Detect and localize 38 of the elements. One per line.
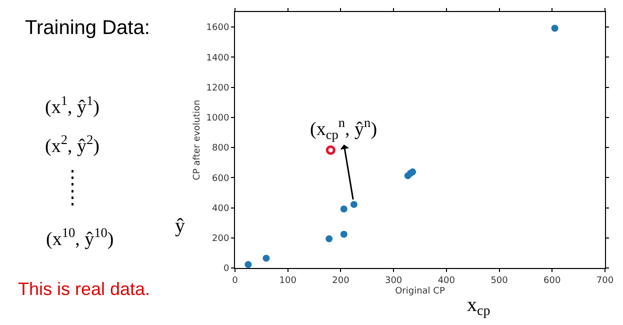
y-tick-label: 400 (212, 204, 230, 214)
y-tick-label: 200 (212, 234, 230, 244)
text: Training Data: (25, 17, 150, 39)
annotation: (x$_{cp}$$^{n}$, ŷ$^{n}$) (310, 115, 378, 142)
text: ⋮ (63, 168, 82, 189)
y-tick-label: 1400 (206, 53, 230, 64)
point (340, 230, 348, 238)
x-tick-label: 400 (438, 276, 456, 286)
x-axis-title: Original CP (395, 286, 446, 297)
point (409, 168, 416, 176)
y-tick-label: 600 (212, 174, 230, 184)
text: x$_{cp}$ (467, 294, 490, 320)
x-tick-label: 100 (279, 276, 297, 286)
y-axis-title: CP after evolution (192, 100, 203, 180)
y-tick-label: 0 (223, 264, 230, 274)
point (262, 254, 270, 262)
x-tick-label: 200 (332, 276, 350, 286)
x-tick-label: 300 (384, 276, 402, 286)
y-tick-label: 1200 (206, 83, 230, 94)
text: ⋮ (63, 188, 82, 209)
text: (x$^{2}$, ŷ$^{2}$) (45, 132, 100, 157)
x-tick-label: 0 (232, 276, 238, 286)
x-tick-label: 700 (596, 276, 614, 286)
x-tick-label: 600 (544, 276, 561, 286)
point (326, 235, 333, 242)
text: (x$^{10}$, ŷ$^{10}$) (46, 225, 114, 250)
point (551, 24, 558, 32)
point (340, 205, 348, 212)
y-tick-label: 1000 (206, 114, 230, 124)
point (244, 261, 252, 268)
text: ŷ (175, 215, 185, 237)
text: This is real data. (18, 279, 150, 299)
x-tick-label: 500 (490, 276, 508, 286)
y-tick-label: 800 (212, 144, 230, 154)
point (326, 145, 336, 155)
y-tick-label: 1600 (206, 23, 230, 34)
text: (x$^{1}$, ŷ$^{1}$) (45, 93, 100, 118)
point (350, 200, 358, 208)
